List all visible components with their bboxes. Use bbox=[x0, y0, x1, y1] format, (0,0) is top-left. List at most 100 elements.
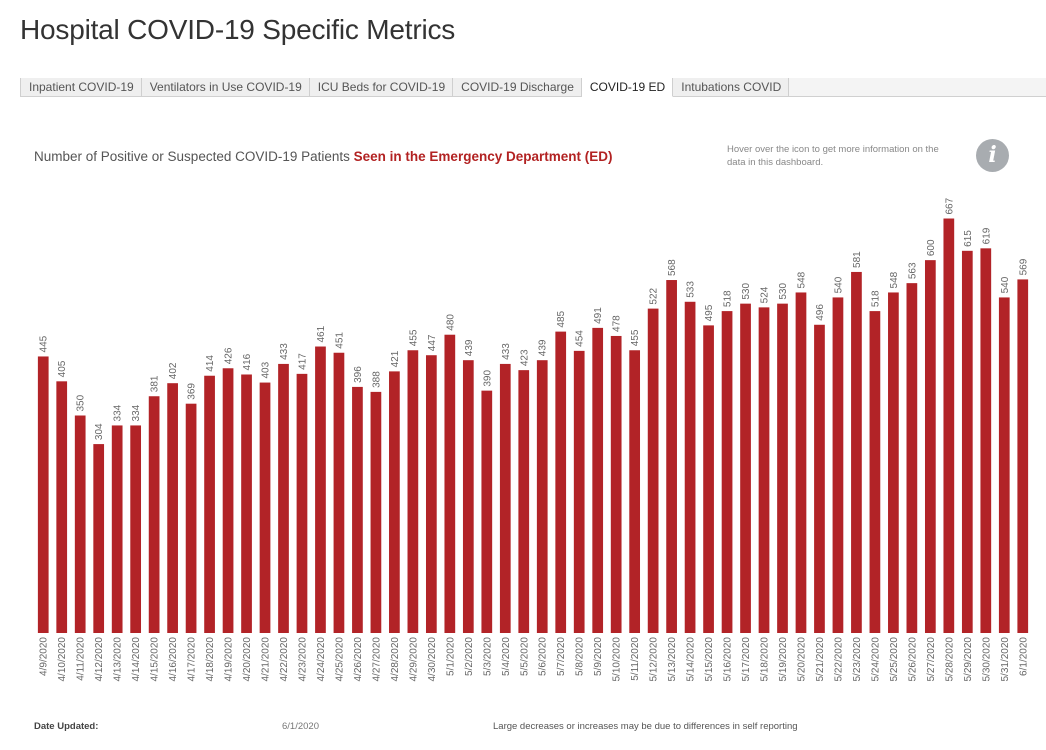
bar-28[interactable] bbox=[555, 331, 567, 633]
value-label-8: 369 bbox=[187, 383, 198, 400]
x-tick-label-35: 5/14/2020 bbox=[686, 637, 697, 682]
x-tick-label-50: 5/29/2020 bbox=[963, 637, 974, 682]
bar-50[interactable] bbox=[961, 250, 973, 633]
tab-list: Inpatient COVID-19 Ventilators in Use COV… bbox=[20, 78, 1046, 97]
value-label-1: 405 bbox=[57, 360, 68, 377]
subtitle-highlight: Seen in the Emergency Department (ED) bbox=[353, 149, 613, 164]
chart-subtitle: Number of Positive or Suspected COVID-19… bbox=[34, 149, 612, 164]
bar-16[interactable] bbox=[333, 352, 345, 633]
value-label-14: 417 bbox=[297, 353, 308, 370]
info-hint-text: Hover over the icon to get more informat… bbox=[727, 144, 939, 168]
tab-inpatient-covid-19[interactable]: Inpatient COVID-19 bbox=[20, 78, 142, 96]
bar-53[interactable] bbox=[1017, 279, 1029, 633]
bar-9[interactable] bbox=[204, 375, 215, 633]
bar-52[interactable] bbox=[998, 297, 1010, 633]
info-icon[interactable]: i bbox=[976, 139, 1009, 172]
bar-19[interactable] bbox=[389, 371, 400, 633]
value-label-40: 530 bbox=[778, 283, 789, 300]
x-tick-label-36: 5/15/2020 bbox=[704, 637, 715, 682]
x-tick-label-48: 5/27/2020 bbox=[926, 637, 937, 682]
bar-51[interactable] bbox=[980, 248, 992, 633]
bar-7[interactable] bbox=[167, 383, 178, 633]
bar-25[interactable] bbox=[499, 363, 511, 633]
bar-2[interactable] bbox=[74, 415, 86, 634]
bar-18[interactable] bbox=[370, 391, 382, 633]
x-tick-label-26: 5/5/2020 bbox=[519, 637, 530, 676]
value-label-49: 667 bbox=[944, 197, 955, 214]
bar-22[interactable] bbox=[444, 334, 456, 633]
bar-40[interactable] bbox=[777, 303, 788, 633]
x-tick-label-31: 5/10/2020 bbox=[612, 637, 623, 682]
bar-8[interactable] bbox=[185, 403, 197, 633]
bar-21[interactable] bbox=[425, 355, 437, 633]
bar-13[interactable] bbox=[278, 363, 289, 633]
bar-47[interactable] bbox=[906, 283, 918, 633]
bar-27[interactable] bbox=[536, 360, 548, 633]
date-updated-label: Date Updated: bbox=[34, 721, 99, 732]
bar-20[interactable] bbox=[407, 350, 419, 633]
value-label-45: 518 bbox=[870, 290, 881, 307]
bar-1[interactable] bbox=[56, 381, 68, 633]
x-tick-label-0: 4/9/2020 bbox=[39, 637, 50, 676]
bar-10[interactable] bbox=[222, 368, 234, 633]
bar-33[interactable] bbox=[647, 308, 659, 633]
tab-icu-beds-for-covid-19[interactable]: ICU Beds for COVID-19 bbox=[309, 78, 454, 96]
value-label-36: 495 bbox=[704, 304, 715, 321]
x-tick-label-29: 5/8/2020 bbox=[575, 637, 586, 676]
bar-39[interactable] bbox=[758, 307, 770, 633]
x-tick-label-10: 4/19/2020 bbox=[224, 637, 235, 682]
bar-42[interactable] bbox=[814, 324, 825, 633]
tab-covid-19-ed[interactable]: COVID-19 ED bbox=[581, 78, 674, 97]
bar-37[interactable] bbox=[721, 311, 733, 633]
bar-6[interactable] bbox=[148, 396, 160, 633]
bar-3[interactable] bbox=[93, 444, 105, 633]
x-tick-label-39: 5/18/2020 bbox=[760, 637, 771, 682]
x-tick-label-44: 5/23/2020 bbox=[852, 637, 863, 682]
value-label-25: 433 bbox=[501, 343, 512, 360]
bar-45[interactable] bbox=[869, 311, 881, 633]
bar-30[interactable] bbox=[592, 327, 604, 633]
x-tick-label-43: 5/22/2020 bbox=[833, 637, 844, 682]
tab-covid-19-discharge[interactable]: COVID-19 Discharge bbox=[453, 78, 582, 96]
bar-35[interactable] bbox=[684, 301, 696, 633]
x-tick-label-4: 4/13/2020 bbox=[113, 637, 124, 682]
bar-15[interactable] bbox=[315, 346, 326, 633]
value-label-52: 540 bbox=[1000, 276, 1011, 293]
bar-41[interactable] bbox=[795, 292, 807, 633]
tab-ventilators-in-use-covid-19[interactable]: Ventilators in Use COVID-19 bbox=[141, 78, 310, 96]
bar-34[interactable] bbox=[666, 280, 677, 633]
value-label-9: 414 bbox=[205, 355, 216, 372]
bar-0[interactable] bbox=[37, 356, 49, 633]
value-label-20: 455 bbox=[408, 329, 419, 346]
tab-intubations-covid[interactable]: Intubations COVID bbox=[673, 78, 790, 96]
bar-38[interactable] bbox=[740, 303, 751, 633]
value-label-7: 402 bbox=[168, 362, 179, 379]
bar-49[interactable] bbox=[943, 218, 955, 633]
bar-14[interactable] bbox=[296, 373, 308, 633]
bar-5[interactable] bbox=[130, 425, 142, 633]
bar-44[interactable] bbox=[851, 271, 862, 633]
bar-43[interactable] bbox=[832, 297, 844, 633]
bar-31[interactable] bbox=[610, 335, 622, 633]
bar-24[interactable] bbox=[481, 390, 493, 633]
bar-17[interactable] bbox=[352, 386, 363, 633]
bar-12[interactable] bbox=[259, 382, 271, 633]
value-label-18: 388 bbox=[371, 371, 382, 388]
bar-36[interactable] bbox=[703, 325, 714, 633]
value-label-29: 454 bbox=[575, 330, 586, 347]
bar-11[interactable] bbox=[241, 374, 252, 633]
bar-48[interactable] bbox=[924, 260, 936, 633]
bar-23[interactable] bbox=[462, 360, 474, 633]
x-tick-label-19: 4/28/2020 bbox=[390, 637, 401, 682]
bar-32[interactable] bbox=[629, 350, 641, 633]
x-tick-label-34: 5/13/2020 bbox=[667, 637, 678, 682]
value-label-17: 396 bbox=[353, 366, 364, 383]
value-label-28: 485 bbox=[556, 310, 567, 327]
bar-26[interactable] bbox=[518, 370, 530, 633]
x-tick-label-40: 5/19/2020 bbox=[778, 637, 789, 682]
bar-46[interactable] bbox=[888, 292, 899, 633]
bar-4[interactable] bbox=[111, 425, 123, 633]
x-tick-label-38: 5/17/2020 bbox=[741, 637, 752, 682]
x-tick-label-46: 5/25/2020 bbox=[889, 637, 900, 682]
bar-29[interactable] bbox=[573, 350, 585, 633]
